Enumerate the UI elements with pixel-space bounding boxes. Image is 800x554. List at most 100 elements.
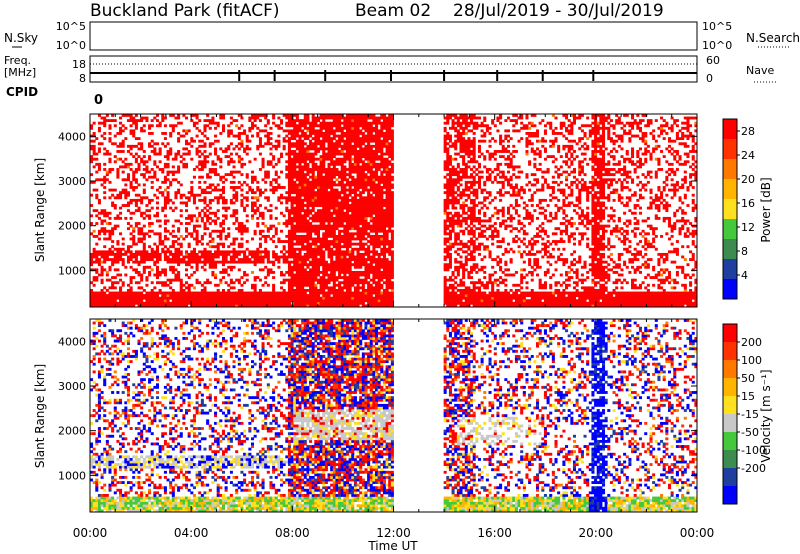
power-cell	[332, 288, 336, 292]
power-cell	[303, 191, 307, 195]
power-cell	[105, 288, 109, 292]
power-cell	[322, 258, 326, 261]
power-cell	[214, 263, 218, 267]
power-cell	[92, 268, 96, 272]
power-cell	[248, 139, 252, 143]
power-cell	[443, 268, 447, 272]
power-cell	[280, 126, 284, 130]
power-cell	[203, 252, 207, 256]
power-cell	[166, 250, 170, 254]
power-cell	[95, 162, 99, 166]
power-cell	[316, 240, 321, 243]
power-cell	[309, 121, 313, 125]
power-cell	[303, 247, 307, 251]
power-cell	[327, 299, 331, 303]
power-cell	[129, 198, 133, 202]
power-cell	[314, 139, 318, 143]
power-cell	[229, 304, 233, 308]
power-cell	[187, 196, 191, 200]
power-cell	[367, 175, 371, 179]
power-cell	[179, 294, 183, 297]
power-cell	[377, 206, 381, 210]
power-cell	[327, 180, 331, 184]
power-cell	[322, 268, 326, 272]
power-cell	[361, 291, 365, 295]
power-cell	[324, 134, 328, 138]
power-cell	[97, 304, 101, 308]
power-cell	[216, 296, 220, 300]
power-cell	[113, 155, 117, 159]
power-cell	[303, 245, 307, 249]
power-cell	[227, 301, 231, 305]
power-cell	[390, 155, 394, 159]
power-cell	[108, 152, 112, 156]
power-cell	[124, 183, 128, 187]
power-cell	[153, 170, 157, 174]
power-cell	[171, 114, 175, 117]
power-cell	[353, 265, 357, 269]
power-cell	[380, 142, 384, 146]
power-cell	[316, 227, 321, 231]
power-cell	[335, 209, 339, 213]
power-cell	[129, 124, 133, 128]
power-cell	[377, 283, 381, 287]
power-cell	[382, 180, 386, 184]
power-cell	[272, 299, 276, 303]
power-cell	[359, 129, 363, 133]
power-cell	[163, 124, 167, 128]
power-cell	[140, 173, 144, 177]
power-cell	[287, 273, 291, 277]
power-cell	[446, 296, 450, 300]
power-cell	[287, 232, 291, 236]
power-cell	[388, 268, 392, 272]
power-cell	[166, 201, 170, 205]
power-cell	[390, 294, 394, 297]
power-cell	[330, 206, 334, 210]
power-cell	[306, 157, 310, 161]
power-cell	[330, 216, 334, 220]
power-cell	[95, 291, 99, 295]
power-cell	[343, 304, 347, 308]
power-cell	[155, 188, 160, 192]
power-cell	[324, 206, 328, 210]
power-cell	[353, 152, 357, 156]
power-cell	[314, 288, 318, 292]
power-cell	[250, 126, 255, 130]
power-cell	[174, 294, 178, 297]
power-cell	[224, 281, 228, 285]
power-cell	[105, 119, 109, 123]
power-cell	[111, 294, 115, 297]
power-cell	[332, 160, 336, 164]
power-cell	[311, 157, 315, 161]
power-cell	[322, 304, 326, 308]
power-cell	[380, 124, 384, 128]
power-cell	[113, 160, 117, 164]
power-cell	[272, 286, 276, 290]
power-cell	[100, 219, 104, 223]
power-cell	[359, 191, 363, 195]
power-cell	[306, 278, 310, 282]
power-cell	[306, 242, 310, 246]
power-cell	[361, 139, 365, 143]
power-cell	[375, 291, 379, 295]
power-cell	[187, 276, 191, 279]
power-cell	[332, 152, 336, 156]
power-cell	[388, 137, 392, 141]
power-cell	[137, 209, 141, 213]
power-cell	[200, 198, 204, 202]
power-cell	[314, 134, 318, 138]
power-cell	[195, 301, 199, 305]
power-cell	[240, 157, 244, 161]
power-cell	[161, 296, 165, 300]
power-cell	[353, 304, 357, 308]
power-cell	[327, 234, 331, 238]
power-cell	[324, 173, 328, 177]
power-cell	[327, 132, 331, 135]
power-cell	[340, 209, 344, 213]
power-cell	[375, 137, 379, 141]
power-cell	[348, 129, 352, 133]
power-cell	[309, 296, 313, 300]
power-cell	[330, 162, 334, 166]
power-cell	[367, 209, 371, 213]
power-cell	[330, 227, 334, 231]
